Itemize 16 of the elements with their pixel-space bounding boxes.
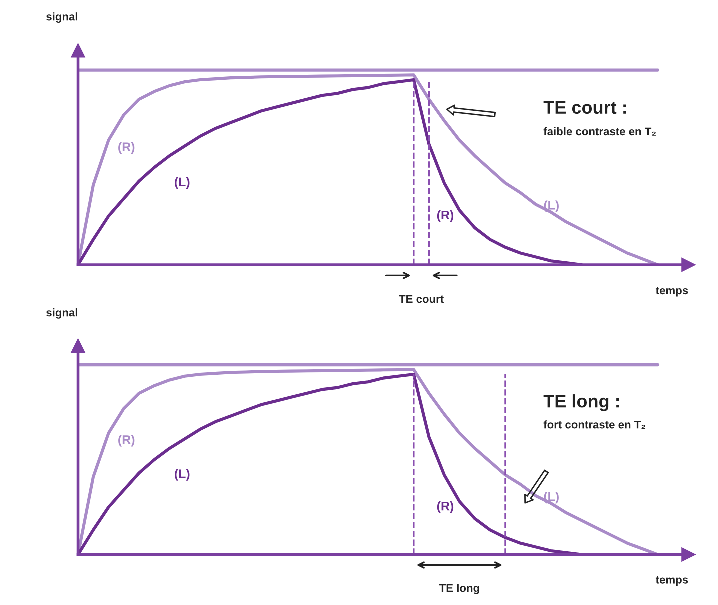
text: TE court	[399, 295, 444, 304]
annotation: (R)	[118, 435, 135, 447]
annotation: (R)	[118, 142, 135, 154]
annotation: (L)	[175, 469, 190, 481]
y-axis-title: signal	[46, 12, 78, 23]
annotation: (R)	[437, 210, 454, 222]
annotation: faible contraste en T₂	[544, 127, 656, 136]
annotation: (R)	[437, 502, 454, 514]
y-axis-title: signal	[46, 308, 78, 319]
annotation: fort contraste en T₂	[544, 420, 646, 429]
text: TE long	[439, 584, 480, 594]
x-axis-title: temps	[656, 287, 688, 297]
annotation: TE long :	[544, 394, 620, 412]
annotation: (L)	[175, 177, 190, 190]
annotation: TE court :	[544, 101, 626, 114]
x-axis-title: temps	[656, 576, 688, 586]
